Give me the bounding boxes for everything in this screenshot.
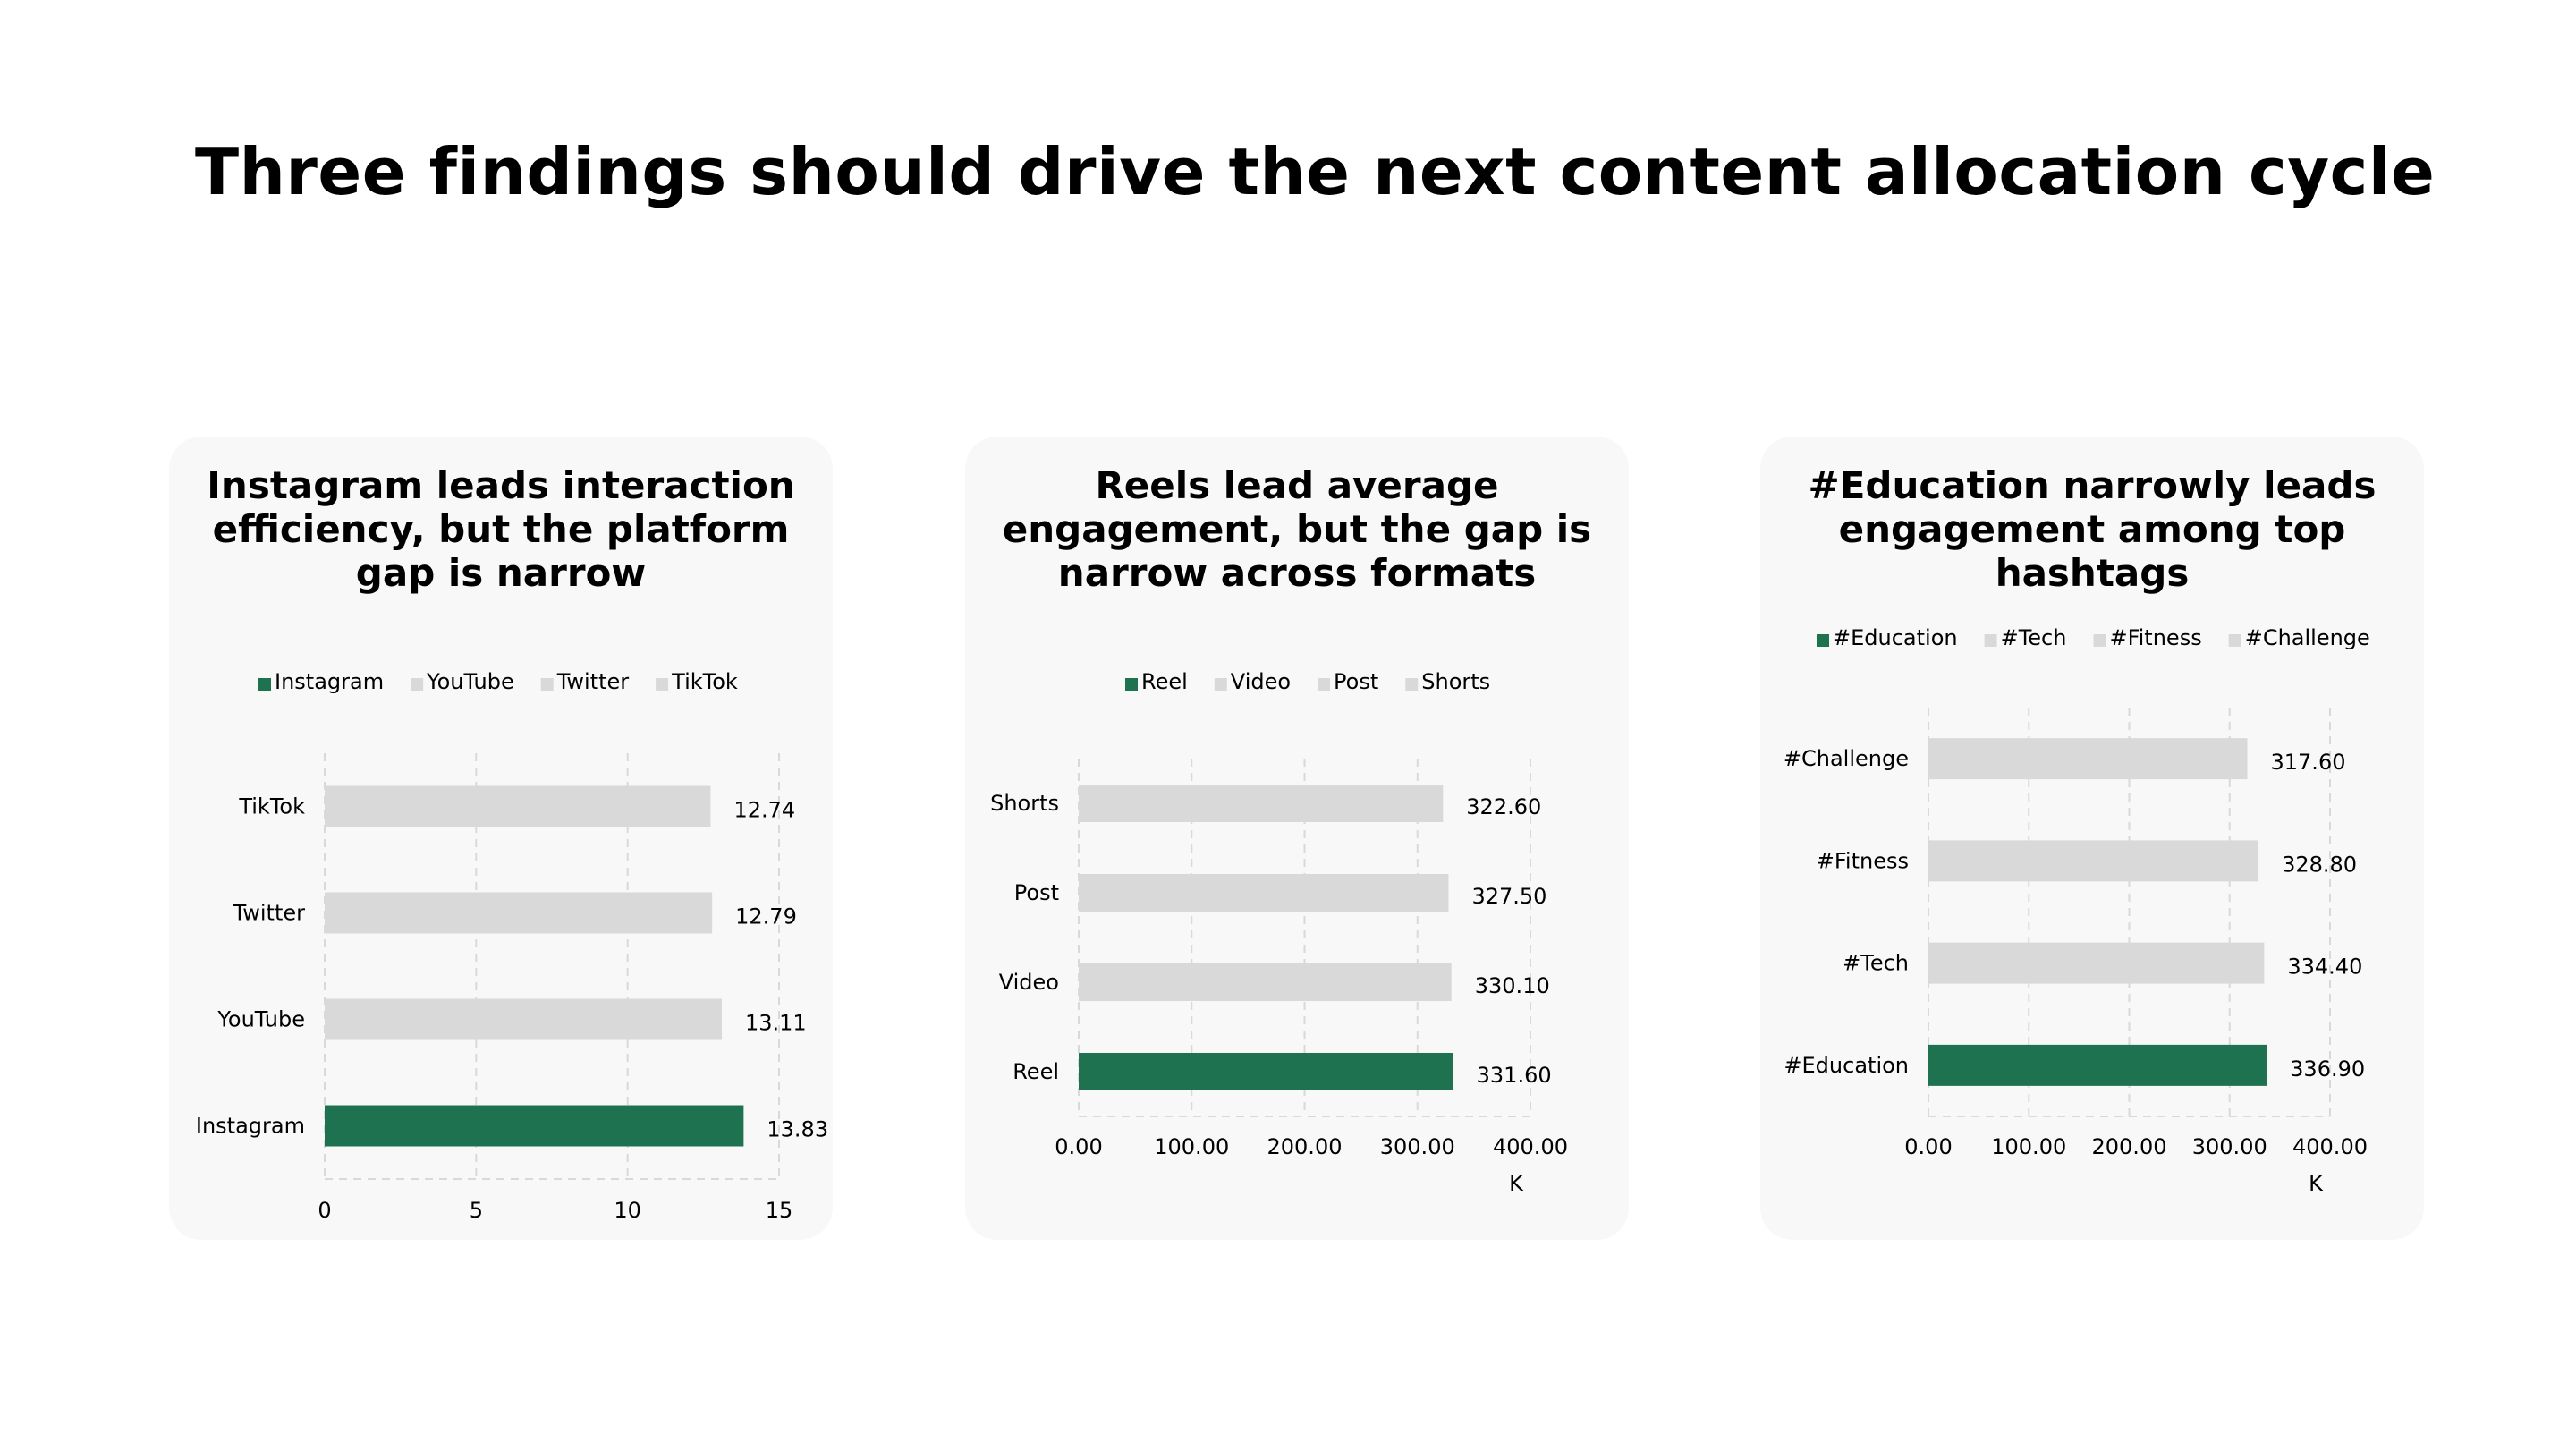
bar: [1079, 874, 1449, 912]
tick-label: 200.00: [1267, 1134, 1343, 1159]
category-label: Shorts: [990, 791, 1059, 816]
bar: [1079, 785, 1444, 822]
bar: [325, 892, 713, 934]
chart-card-format: Reels lead average engagement, but the g…: [965, 437, 1629, 1240]
chart-title: #Education narrowly leads engagement amo…: [1808, 463, 2377, 595]
legend-swatch: [540, 678, 554, 691]
tick-label: 10: [614, 1198, 641, 1223]
category-label: #Fitness: [1817, 848, 1909, 873]
category-label: #Challenge: [1784, 746, 1909, 771]
legend-label: YouTube: [426, 669, 514, 694]
legend-label: Twitter: [556, 669, 630, 694]
data-label: 334.40: [2287, 955, 2362, 980]
legend-swatch: [1125, 678, 1138, 691]
data-label: 322.60: [1466, 794, 1541, 819]
chart-title: Instagram leads interaction efficiency, …: [207, 463, 795, 595]
legend-label: TikTok: [671, 669, 738, 694]
data-label: 327.50: [1471, 884, 1546, 909]
bar: [325, 1105, 744, 1147]
bar: [1928, 738, 2248, 780]
hashtag-bar-chart: #Education #Tech #Fitness #Challenge #Educat…: [1784, 625, 2370, 1196]
tick-label: 0.00: [1055, 1134, 1102, 1159]
unit-label: K: [1509, 1171, 1524, 1196]
legend-label: #Challenge: [2245, 625, 2370, 650]
tick-label: 100.00: [1991, 1134, 2066, 1159]
legend-swatch: [1405, 678, 1419, 691]
legend-label: Post: [1334, 669, 1378, 694]
tick-label: 100.00: [1154, 1134, 1229, 1159]
tick-label: 15: [766, 1198, 793, 1223]
legend-swatch: [1817, 634, 1829, 647]
data-label: 13.83: [767, 1117, 828, 1142]
data-label: 328.80: [2282, 852, 2357, 877]
data-label: 317.60: [2271, 750, 2346, 775]
platform-bar-chart: Instagram YouTube Twitter TikTok Instagram 13…: [196, 669, 828, 1223]
legend-label: #Tech: [2001, 625, 2067, 650]
category-label: Instagram: [196, 1114, 305, 1139]
category-label: Twitter: [233, 901, 306, 926]
legend-swatch: [258, 678, 271, 691]
data-label: 330.10: [1475, 973, 1550, 998]
data-label: 336.90: [2290, 1056, 2365, 1082]
category-label: #Tech: [1843, 951, 1909, 976]
legend-swatch: [2093, 634, 2106, 647]
bar: [1928, 840, 2259, 882]
legend-swatch: [1984, 634, 1997, 647]
bar: [325, 998, 722, 1040]
chart-title: Reels lead average engagement, but the g…: [1002, 463, 1592, 595]
category-label: Post: [1014, 880, 1059, 905]
tick-label: 5: [470, 1198, 483, 1223]
tick-label: 0.00: [1904, 1134, 1952, 1159]
tick-label: 300.00: [2192, 1134, 2267, 1159]
legend-label: Instagram: [275, 669, 384, 694]
unit-label: K: [2309, 1171, 2324, 1196]
bar: [1928, 942, 2265, 984]
legend-label: #Fitness: [2109, 625, 2201, 650]
legend-swatch: [411, 678, 424, 691]
legend-label: Video: [1231, 669, 1291, 694]
tick-label: 200.00: [2092, 1134, 2167, 1159]
data-label: 331.60: [1477, 1063, 1552, 1088]
data-label: 12.74: [733, 798, 795, 823]
category-label: Reel: [1013, 1059, 1059, 1084]
category-label: YouTube: [216, 1007, 305, 1032]
category-label: #Education: [1784, 1053, 1909, 1078]
legend-label: #Education: [1833, 625, 1958, 650]
page-title: Three findings should drive the next con…: [195, 134, 2436, 209]
tick-label: 400.00: [2292, 1134, 2368, 1159]
format-bar-chart: Reel Video Post Shorts Reel 331.60 Video 330.10…: [990, 669, 1568, 1196]
category-label: Video: [999, 970, 1059, 995]
tick-label: 0: [318, 1198, 331, 1223]
chart-card-hashtag: #Education narrowly leads engagement amo…: [1760, 437, 2424, 1240]
bar: [325, 785, 711, 827]
bar: [1079, 1053, 1453, 1090]
legend-label: Shorts: [1421, 669, 1490, 694]
tick-label: 400.00: [1493, 1134, 1568, 1159]
legend-swatch: [2228, 634, 2241, 647]
chart-card-platform: Instagram leads interaction efficiency, …: [169, 437, 833, 1240]
tick-label: 300.00: [1380, 1134, 1455, 1159]
legend-swatch: [1318, 678, 1331, 691]
bar: [1928, 1044, 2267, 1086]
category-label: TikTok: [238, 794, 305, 819]
legend-swatch: [656, 678, 669, 691]
data-label: 12.79: [735, 904, 797, 929]
data-label: 13.11: [745, 1011, 807, 1036]
legend-label: Reel: [1141, 669, 1188, 694]
legend-swatch: [1214, 678, 1227, 691]
bar: [1079, 963, 1452, 1001]
